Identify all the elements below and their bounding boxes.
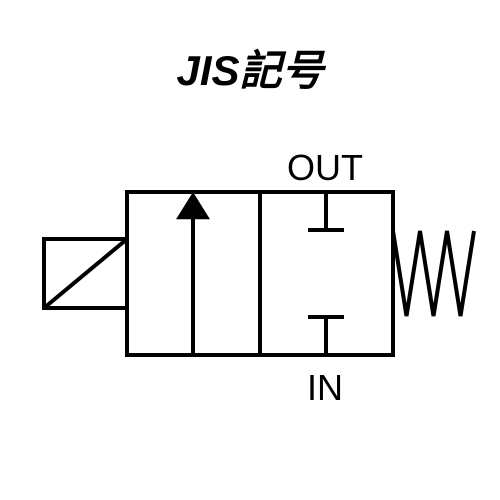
valve-diagram: JIS記号 OUT IN xyxy=(0,0,500,500)
port-label-in: IN xyxy=(307,367,343,408)
diagram-title: JIS記号 xyxy=(176,47,326,94)
port-label-out: OUT xyxy=(287,147,363,188)
solenoid-diagonal xyxy=(44,239,127,308)
spring-return xyxy=(393,231,474,316)
flow-arrow-head xyxy=(176,192,210,219)
